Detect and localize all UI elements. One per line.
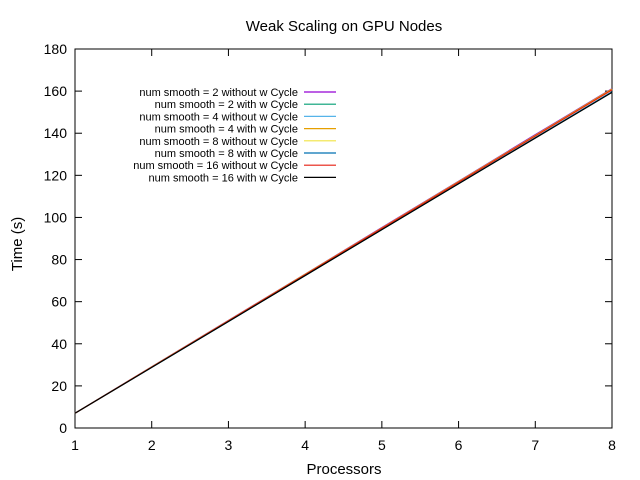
legend-label: num smooth = 2 without w Cycle bbox=[139, 87, 298, 99]
x-tick-label: 7 bbox=[531, 437, 539, 453]
y-tick-label: 160 bbox=[44, 83, 68, 99]
x-tick-label: 5 bbox=[378, 437, 386, 453]
legend-label: num smooth = 16 with w Cycle bbox=[149, 172, 298, 184]
y-tick-label: 140 bbox=[44, 125, 68, 141]
x-tick-label: 6 bbox=[455, 437, 463, 453]
y-axis: 0 20 40 60 80 100 120 140 160 180 bbox=[44, 41, 612, 436]
y-tick-label: 80 bbox=[51, 252, 67, 268]
y-tick-label: 60 bbox=[51, 294, 67, 310]
plot-area bbox=[74, 48, 613, 429]
series-line-8 bbox=[74, 91, 613, 414]
x-tick-label: 4 bbox=[301, 437, 309, 453]
legend-label: num smooth = 4 with w Cycle bbox=[155, 124, 298, 136]
y-tick-label: 180 bbox=[44, 41, 68, 57]
x-tick-label: 3 bbox=[225, 437, 233, 453]
legend-label: num smooth = 4 without w Cycle bbox=[139, 111, 298, 123]
plot-border bbox=[74, 48, 613, 429]
y-tick-label: 120 bbox=[44, 167, 68, 183]
x-tick-label: 1 bbox=[71, 437, 79, 453]
y-tick-label: 0 bbox=[59, 420, 67, 436]
y-axis-label: Time (s) bbox=[9, 217, 26, 271]
x-axis-label: Processors bbox=[306, 461, 381, 478]
legend-label: num smooth = 8 with w Cycle bbox=[155, 148, 298, 160]
y-tick-label: 100 bbox=[44, 209, 68, 225]
legend-label: num smooth = 2 with w Cycle bbox=[155, 99, 298, 111]
x-tick-label: 8 bbox=[608, 437, 616, 453]
series-lines bbox=[74, 88, 613, 414]
y-tick-label: 20 bbox=[51, 378, 67, 394]
y-tick-label: 40 bbox=[51, 336, 67, 352]
legend-label: num smooth = 16 without w Cycle bbox=[133, 160, 298, 172]
legend-label: num smooth = 8 without w Cycle bbox=[139, 136, 298, 148]
x-tick-label: 2 bbox=[148, 437, 156, 453]
x-axis: 1 2 3 4 5 6 7 8 bbox=[71, 49, 616, 453]
chart-title: Weak Scaling on GPU Nodes bbox=[246, 18, 443, 35]
